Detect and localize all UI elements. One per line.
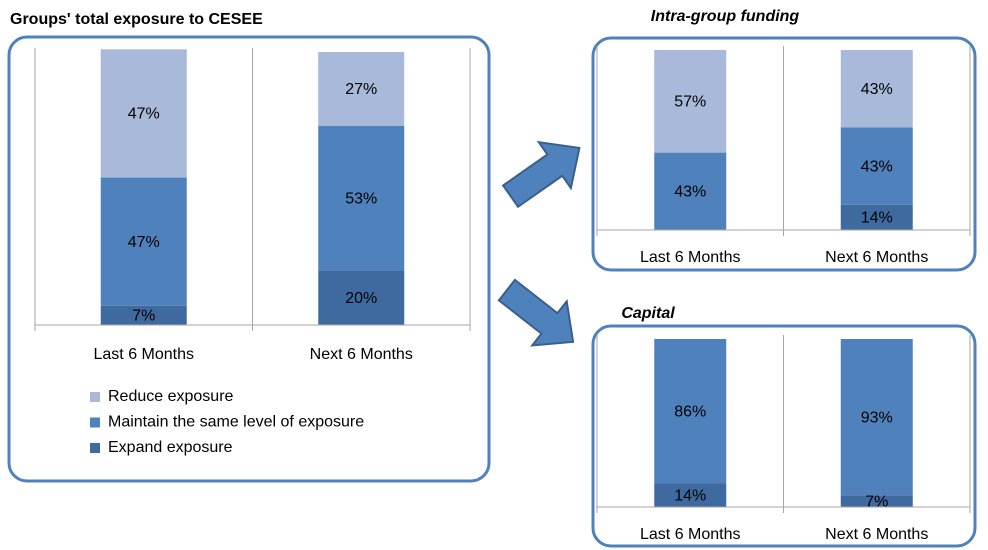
chart-title: Capital (621, 305, 675, 322)
bar-segment (840, 495, 913, 507)
data-label: 43% (861, 158, 893, 175)
panel-frame (7, 35, 491, 483)
legend-label: Maintain the same level of exposure (108, 414, 364, 431)
x-tick-label: Last 6 Months (640, 526, 741, 543)
bar-segment (318, 270, 405, 325)
bar-segment (318, 52, 405, 126)
data-label: 93% (861, 409, 893, 426)
legend-label: Expand exposure (108, 439, 233, 456)
data-label: 7% (865, 493, 888, 510)
data-label: 7% (132, 308, 155, 325)
bar-segment (840, 127, 913, 205)
arrow (497, 278, 575, 347)
bar-segment (840, 204, 913, 230)
chart-title: Intra-group funding (651, 8, 800, 25)
bar-segment (654, 339, 727, 484)
bar-segment (100, 305, 187, 325)
bar-segment (100, 177, 187, 306)
data-label: 47% (128, 234, 160, 251)
x-tick-label: Last 6 Months (94, 346, 195, 363)
legend-swatch (90, 417, 100, 428)
data-label: 43% (861, 81, 893, 98)
panel-frame (591, 36, 977, 272)
bar-segment (654, 152, 727, 230)
data-label: 86% (674, 403, 706, 420)
bar-segment (654, 50, 727, 153)
x-tick-label: Last 6 Months (640, 249, 741, 266)
panel-frame (591, 324, 977, 548)
data-label: 20% (345, 290, 377, 307)
legend-label: Reduce exposure (108, 388, 234, 405)
data-label: 43% (674, 184, 706, 201)
legend-swatch (90, 443, 100, 453)
arrow (501, 140, 581, 209)
data-label: 47% (128, 106, 160, 123)
data-label: 14% (674, 487, 706, 504)
x-tick-label: Next 6 Months (825, 526, 928, 543)
data-label: 27% (345, 81, 377, 98)
chart-title: Groups' total exposure to CESEE (10, 11, 263, 28)
bar-segment (654, 483, 727, 507)
x-tick-label: Next 6 Months (825, 249, 928, 266)
bar-segment (840, 339, 913, 496)
data-label: 14% (861, 210, 893, 227)
data-label: 53% (345, 190, 377, 207)
bar-segment (100, 49, 187, 178)
legend-swatch (90, 392, 100, 402)
bar-segment (840, 50, 913, 128)
x-tick-label: Next 6 Months (310, 346, 413, 363)
bar-segment (318, 125, 405, 271)
data-label: 57% (674, 94, 706, 111)
